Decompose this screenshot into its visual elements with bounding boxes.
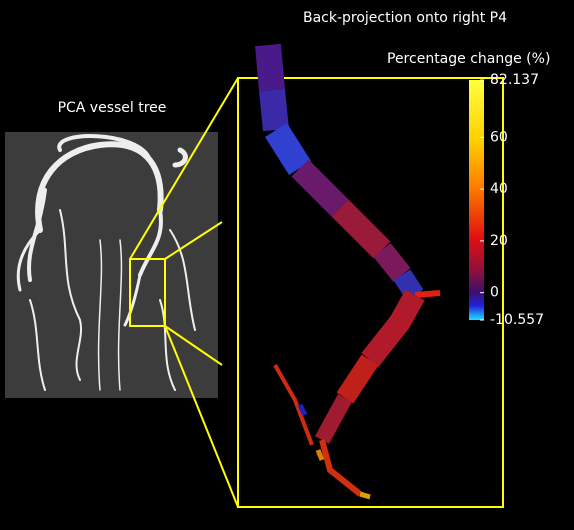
vessel-rendering [255, 43, 441, 500]
angiogram [5, 132, 218, 398]
colorbar [469, 80, 484, 320]
colorbar-tick-label: 82.137 [490, 72, 539, 88]
zoom-box [129, 77, 504, 508]
colorbar-tick-label: 20 [490, 233, 508, 249]
left-title: PCA vessel tree [58, 100, 167, 116]
colorbar-tick-label: 0 [490, 285, 499, 301]
colorbar-tick-label: 40 [490, 181, 508, 197]
colorbar-tick-label: -10.557 [490, 312, 544, 328]
colorbar-label: Percentage change (%) [387, 51, 550, 67]
colorbar-tick-label: 60 [490, 129, 508, 145]
right-title: Back-projection onto right P4 [303, 10, 507, 26]
